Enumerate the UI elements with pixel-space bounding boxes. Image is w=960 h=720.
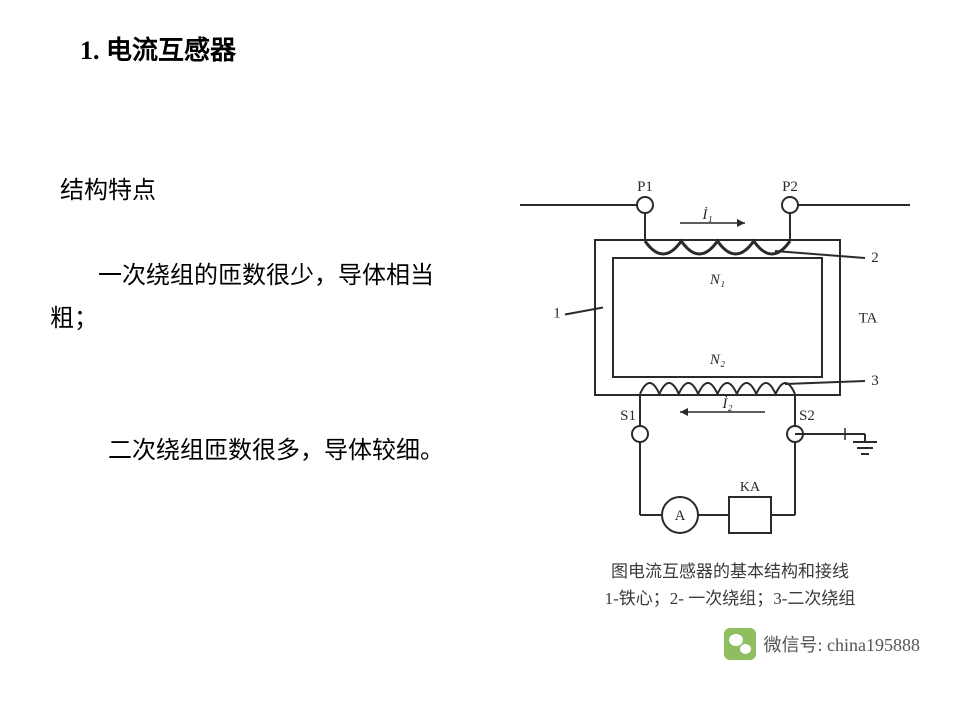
paragraph-primary-winding: 一次绕组的匝数很少，导体相当粗； xyxy=(50,255,450,341)
watermark-text: 微信号: china195888 xyxy=(764,631,920,657)
svg-text:2: 2 xyxy=(871,250,879,266)
svg-text:A: A xyxy=(675,508,686,524)
svg-text:3: 3 xyxy=(871,373,879,389)
caption-line-2: 1-铁心；2- 一次绕组；3-二次绕组 xyxy=(520,585,940,612)
svg-text:1: 1 xyxy=(553,306,561,322)
svg-text:İ₁: İ₁ xyxy=(701,207,712,223)
page-title: 1. 电流互感器 xyxy=(80,30,236,67)
svg-text:TA: TA xyxy=(859,311,878,327)
caption-line-1: 图电流互感器的基本结构和接线 xyxy=(520,558,940,585)
watermark: 微信号: china195888 xyxy=(724,628,920,660)
svg-text:KA: KA xyxy=(740,480,761,495)
svg-text:N₁: N₁ xyxy=(709,272,725,288)
paragraph-secondary-winding: 二次绕组匝数很多，导体较细。 xyxy=(60,430,460,473)
svg-text:İ₂: İ₂ xyxy=(721,396,732,412)
ct-schematic-diagram: TA 1 P1 P2 İ₁ N₁ 2 N₂ 3 S1 S2 İ₂ A KA xyxy=(500,170,920,550)
svg-text:S2: S2 xyxy=(799,408,815,424)
svg-text:P2: P2 xyxy=(782,179,798,195)
svg-text:P1: P1 xyxy=(637,179,653,195)
svg-text:N₂: N₂ xyxy=(709,352,725,368)
diagram-caption: 图电流互感器的基本结构和接线 1-铁心；2- 一次绕组；3-二次绕组 xyxy=(520,558,940,612)
wechat-icon xyxy=(724,628,756,660)
svg-text:S1: S1 xyxy=(620,408,636,424)
subtitle: 结构特点 xyxy=(60,170,156,205)
